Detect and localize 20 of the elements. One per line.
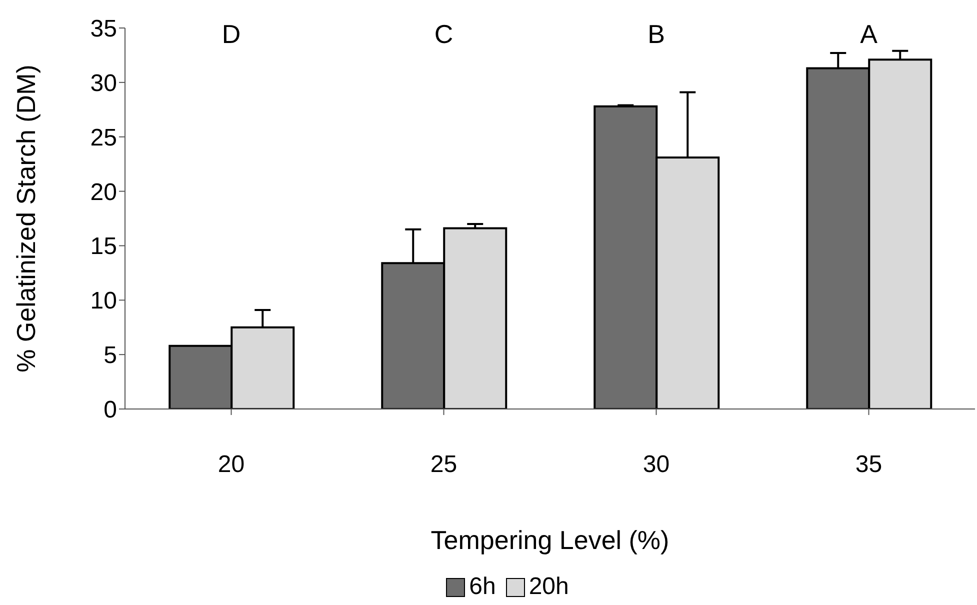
- x-tick-label: 30: [642, 451, 670, 478]
- x-tick-label: 25: [430, 451, 458, 478]
- y-tick-label: 15: [90, 233, 117, 260]
- y-tick-label: 0: [104, 396, 117, 424]
- y-tick-label: 35: [90, 16, 117, 43]
- y-axis-title: % Gelatinized Starch (DM): [11, 64, 42, 372]
- y-tick-label: 20: [90, 178, 117, 206]
- legend-label: 20h: [528, 573, 569, 601]
- x-tick-label: 35: [855, 451, 882, 478]
- annotation: A: [860, 19, 878, 50]
- x-axis-title: Tempering Level (%): [430, 525, 670, 555]
- annotation: C: [434, 19, 454, 50]
- annotation: B: [648, 19, 665, 50]
- y-tick-label: 25: [90, 124, 117, 152]
- legend-label: 6h: [469, 573, 496, 601]
- x-tick-label: 20: [218, 451, 245, 478]
- y-tick-label: 10: [90, 288, 117, 315]
- y-tick-label: 5: [104, 342, 117, 370]
- y-tick-label: 30: [90, 70, 117, 97]
- annotation: D: [222, 19, 241, 50]
